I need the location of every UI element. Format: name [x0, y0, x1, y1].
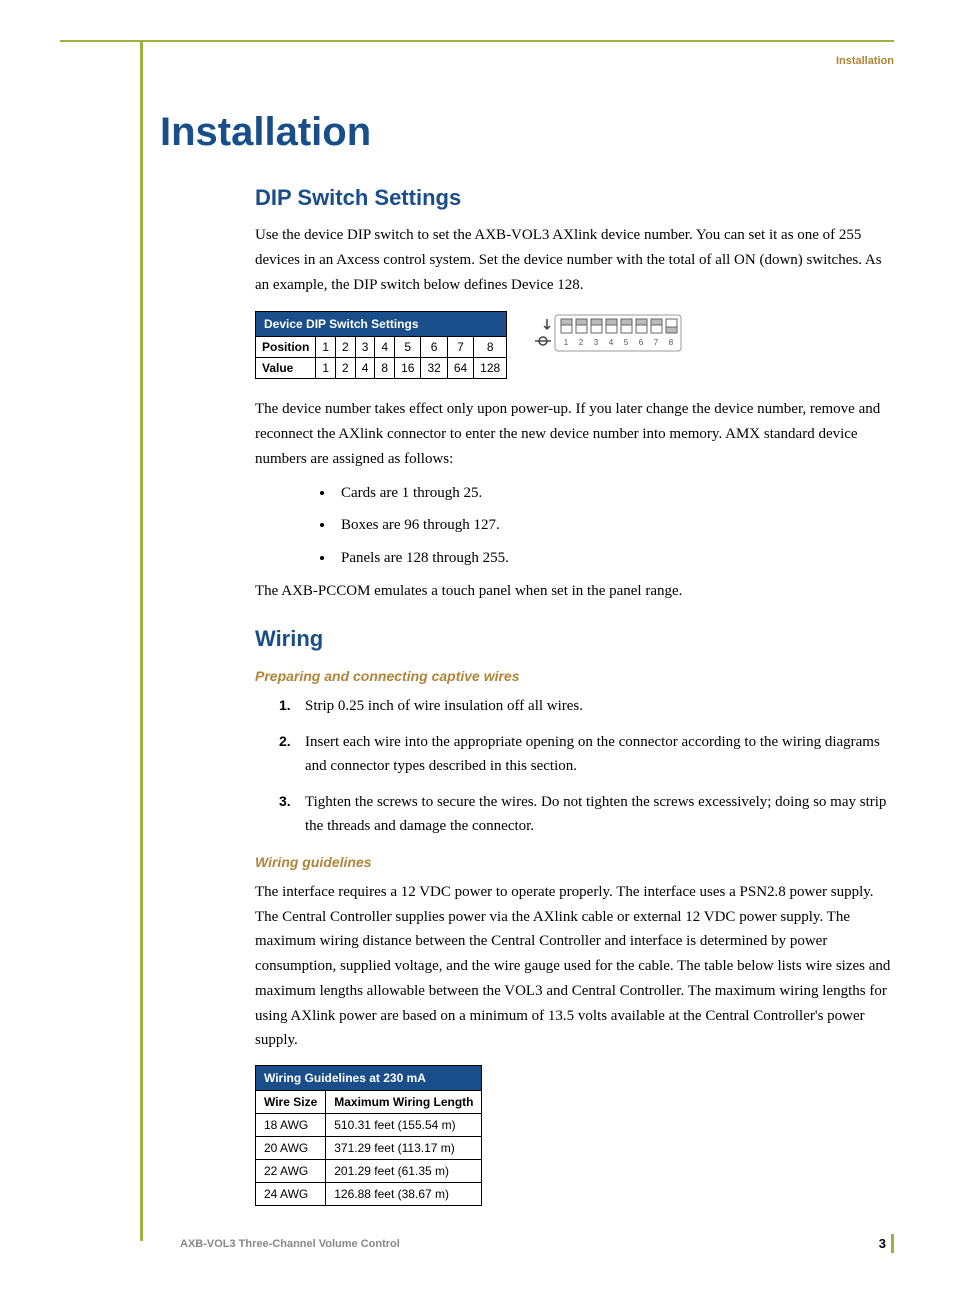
wiring-section-heading: Wiring	[255, 626, 894, 652]
list-item: Panels are 128 through 255.	[335, 547, 894, 570]
wiring-sub1-heading: Preparing and connecting captive wires	[255, 668, 894, 684]
page-title: Installation	[160, 110, 894, 155]
wiring-col2-header: Maximum Wiring Length	[326, 1091, 482, 1114]
list-item: Tighten the screws to secure the wires. …	[279, 790, 894, 838]
list-item: Boxes are 96 through 127.	[335, 514, 894, 537]
svg-text:6: 6	[639, 338, 644, 347]
dip-closing-text: The AXB-PCCOM emulates a touch panel whe…	[255, 579, 894, 604]
wiring-sub2-heading: Wiring guidelines	[255, 854, 894, 870]
dip-value-label: Value	[256, 358, 316, 379]
top-rule	[60, 40, 894, 42]
wiring-guidelines-table: Wiring Guidelines at 230 mA Wire Size Ma…	[255, 1065, 482, 1206]
dip-section-heading: DIP Switch Settings	[255, 185, 894, 211]
footer-doc-title: AXB-VOL3 Three-Channel Volume Control	[180, 1238, 400, 1250]
svg-text:5: 5	[624, 338, 629, 347]
svg-text:7: 7	[654, 338, 659, 347]
dip-position-row: Position 1 2 3 4 5 6 7 8	[256, 337, 507, 358]
wiring-guidelines-body: The interface requires a 12 VDC power to…	[255, 880, 894, 1053]
wiring-steps: Strip 0.25 inch of wire insulation off a…	[255, 694, 894, 838]
table-row: 22 AWG201.29 feet (61.35 m)	[256, 1160, 482, 1183]
wiring-table-title: Wiring Guidelines at 230 mA	[256, 1066, 482, 1091]
wiring-col1-header: Wire Size	[256, 1091, 326, 1114]
list-item: Insert each wire into the appropriate op…	[279, 730, 894, 778]
svg-text:3: 3	[594, 338, 599, 347]
dip-switch-diagram: 1 2 3 4 5 6 7 8	[535, 311, 685, 357]
page-footer: AXB-VOL3 Three-Channel Volume Control 3	[160, 1236, 894, 1251]
dip-switch-table: Device DIP Switch Settings Position 1 2 …	[255, 311, 507, 379]
dip-table-title: Device DIP Switch Settings	[256, 312, 507, 337]
dip-bullets: Cards are 1 through 25. Boxes are 96 thr…	[255, 482, 894, 570]
footer-page-number: 3	[879, 1236, 894, 1251]
dip-position-label: Position	[256, 337, 316, 358]
svg-text:8: 8	[669, 338, 674, 347]
table-row: 18 AWG510.31 feet (155.54 m)	[256, 1114, 482, 1137]
list-item: Cards are 1 through 25.	[335, 482, 894, 505]
list-item: Strip 0.25 inch of wire insulation off a…	[279, 694, 894, 718]
header-breadcrumb: Installation	[836, 55, 894, 67]
table-row: 24 AWG126.88 feet (38.67 m)	[256, 1183, 482, 1206]
dip-table-row: Device DIP Switch Settings Position 1 2 …	[255, 311, 894, 379]
left-sidebar-rule	[140, 40, 143, 1241]
dip-value-row: Value 1 2 4 8 16 32 64 128	[256, 358, 507, 379]
svg-text:2: 2	[579, 338, 584, 347]
dip-intro-text: Use the device DIP switch to set the AXB…	[255, 223, 894, 297]
table-row: 20 AWG371.29 feet (113.17 m)	[256, 1137, 482, 1160]
svg-text:1: 1	[564, 338, 569, 347]
dip-after-table-text: The device number takes effect only upon…	[255, 397, 894, 471]
svg-text:4: 4	[609, 338, 614, 347]
